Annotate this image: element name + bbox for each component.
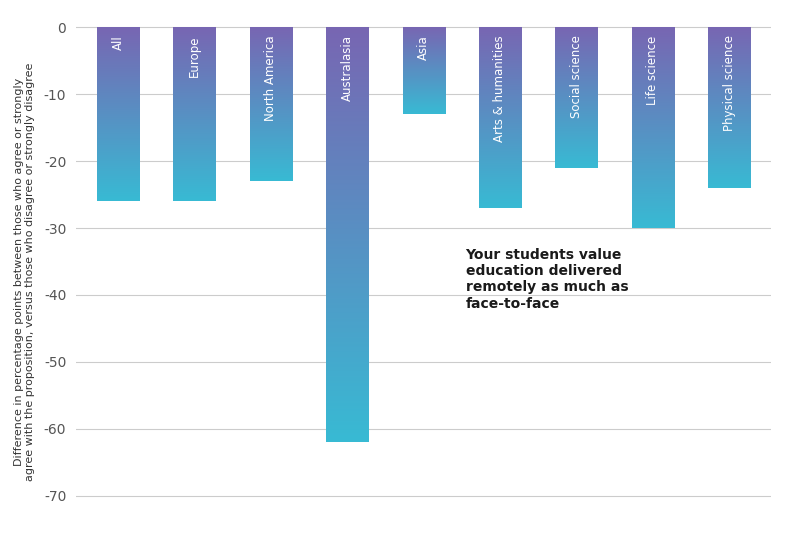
Text: Asia: Asia — [417, 35, 430, 60]
Text: North America: North America — [265, 35, 277, 121]
Text: Arts & humanities: Arts & humanities — [494, 35, 506, 142]
Text: Life science: Life science — [646, 35, 659, 105]
Text: Australasia: Australasia — [341, 35, 354, 102]
Text: Social science: Social science — [570, 35, 582, 118]
Text: Physical science: Physical science — [723, 35, 736, 131]
Y-axis label: Difference in percentage points between those who agree or strongly
agree with t: Difference in percentage points between … — [14, 62, 35, 481]
Text: All: All — [111, 35, 125, 50]
Text: Europe: Europe — [188, 35, 201, 77]
Text: Your students value
education delivered
remotely as much as
face-to-face: Your students value education delivered … — [466, 248, 628, 311]
